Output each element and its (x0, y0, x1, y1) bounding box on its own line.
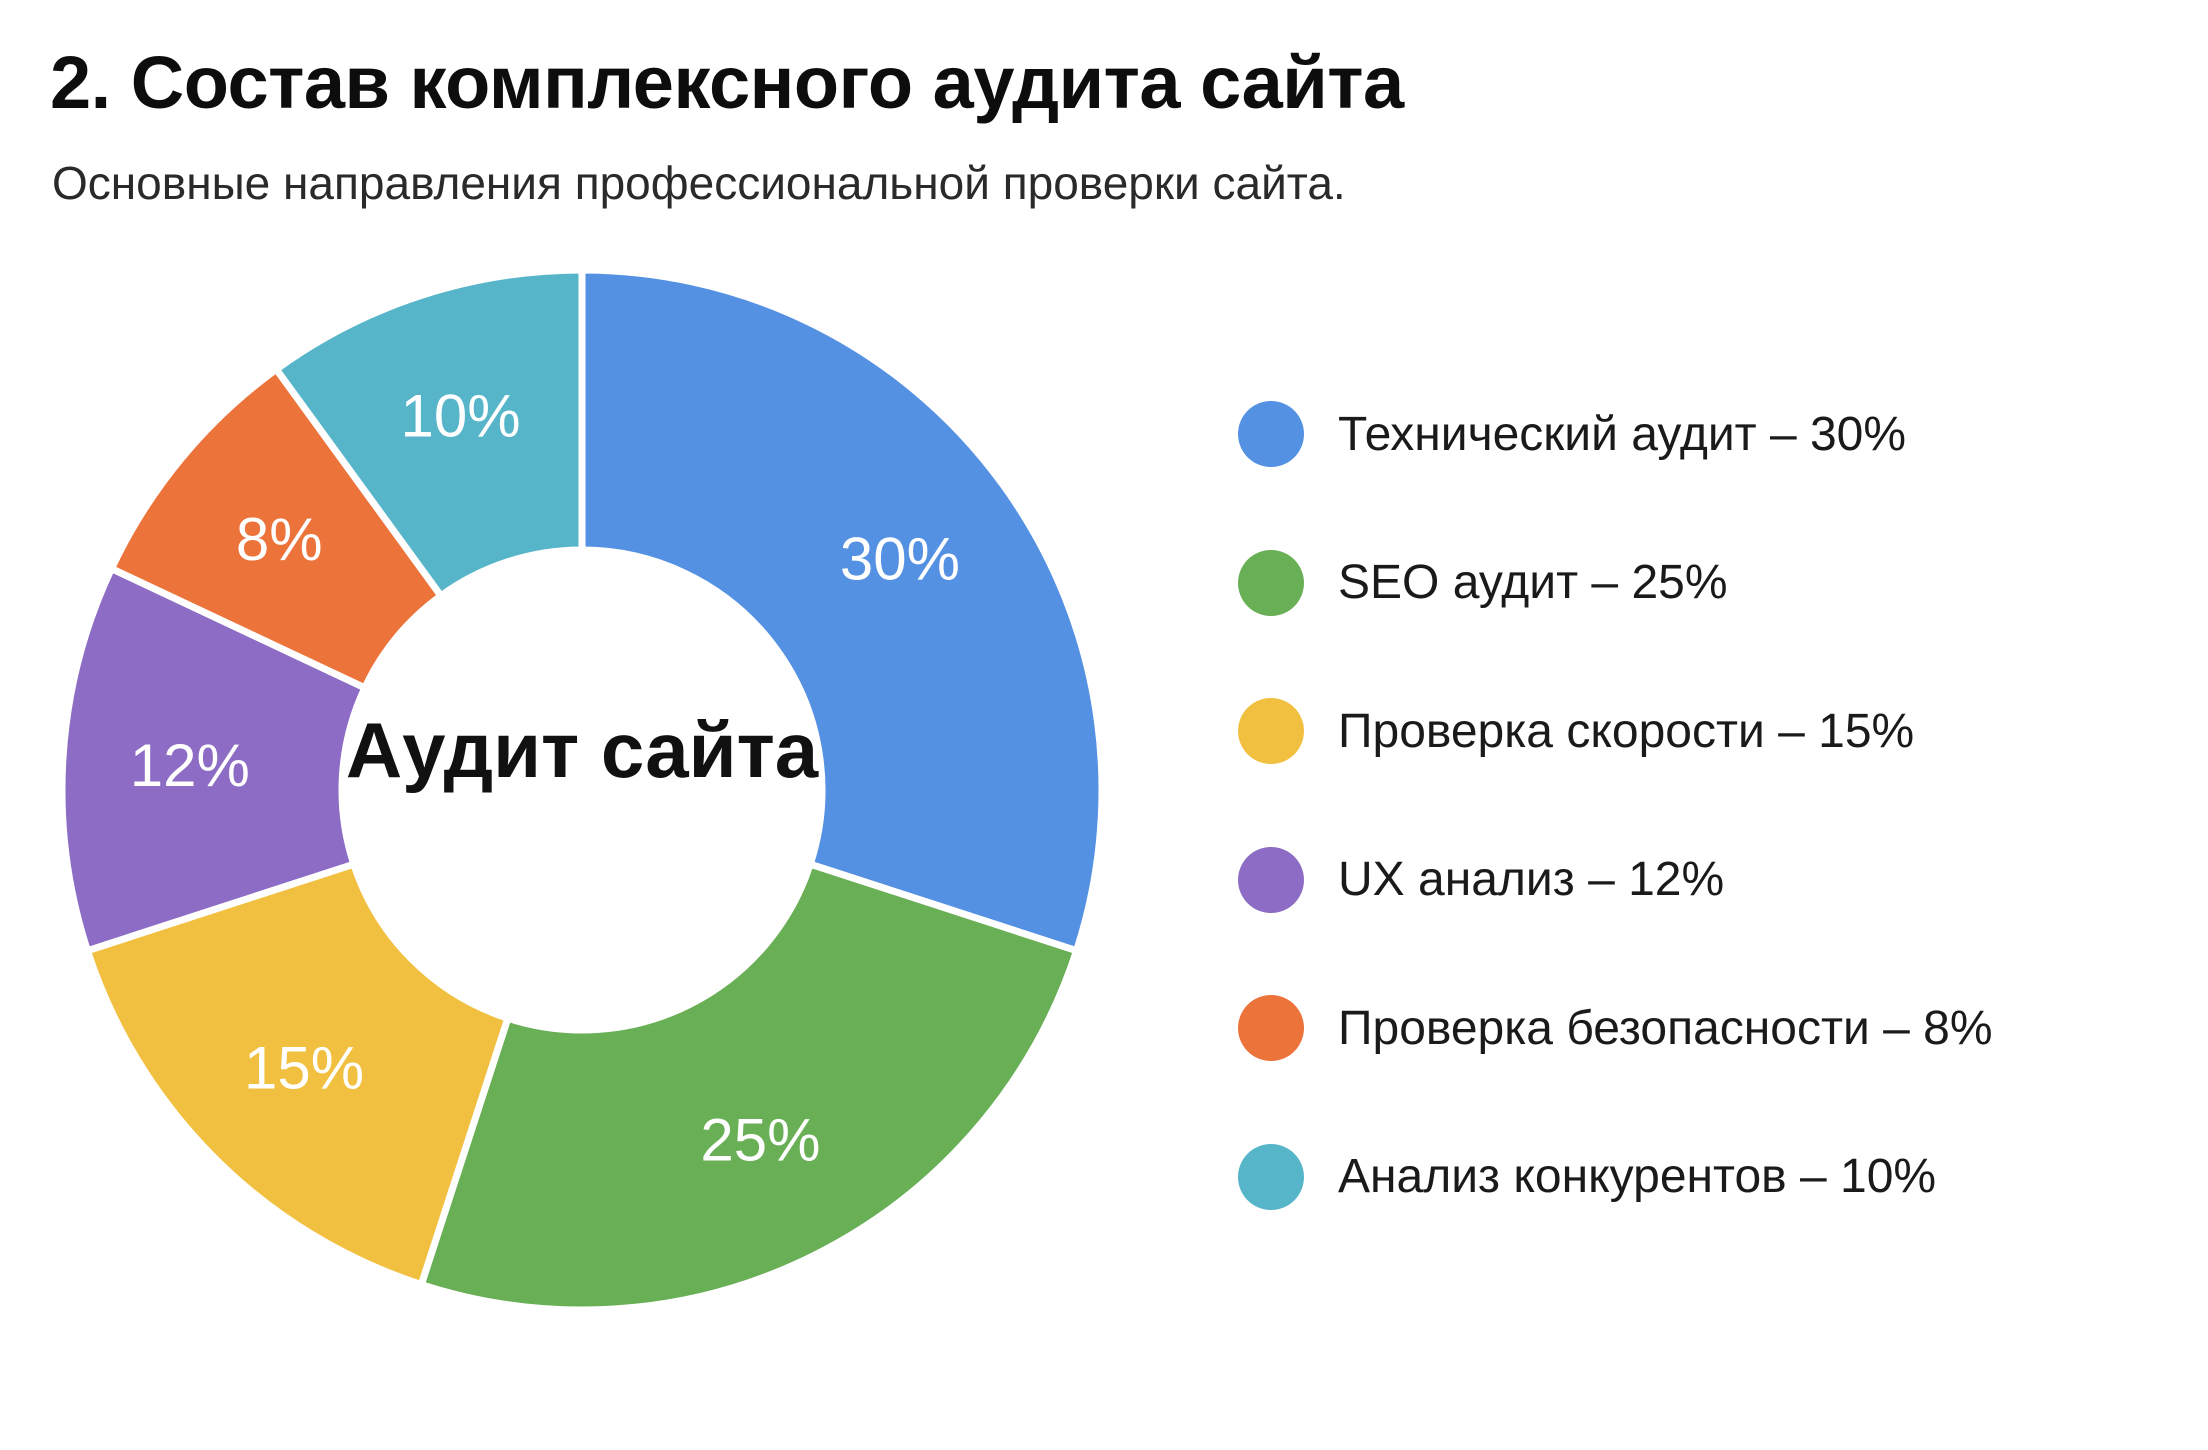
legend-label: SEO аудит – 25% (1338, 556, 1728, 610)
legend-label: Технический аудит – 30% (1338, 407, 1907, 461)
legend-swatch-icon (1238, 846, 1304, 913)
legend-item-4: UX анализ – 12% (1238, 806, 1993, 955)
legend-label: Проверка безопасности – 8% (1338, 1001, 1993, 1055)
donut-slice-2 (417, 860, 1081, 1314)
legend-item-5: Проверка безопасности – 8% (1238, 954, 1993, 1103)
slice-value-label-2: 25% (700, 1107, 820, 1174)
legend-swatch-icon (1238, 549, 1304, 616)
legend-item-1: Технический аудит – 30% (1238, 360, 1993, 509)
slice-value-label-6: 10% (401, 383, 521, 450)
slice-value-label-5: 8% (236, 506, 323, 573)
legend-swatch-icon (1238, 401, 1304, 468)
slice-value-label-1: 30% (840, 526, 960, 593)
slice-value-label-4: 12% (130, 732, 250, 799)
legend-swatch-icon (1238, 698, 1304, 765)
donut-slice-1 (578, 266, 1106, 955)
legend-swatch-icon (1238, 1143, 1304, 1210)
legend-label: UX анализ – 12% (1338, 853, 1725, 907)
legend-item-2: SEO аудит – 25% (1238, 509, 1993, 658)
chart-title: 2. Состав комплексного аудита сайта (50, 41, 1404, 124)
donut-slice-3 (83, 860, 512, 1289)
chart-subtitle: Основные направления профессиональной пр… (52, 157, 1346, 209)
donut-slice-6 (272, 266, 586, 600)
legend-label: Проверка скорости – 15% (1338, 704, 1915, 758)
donut-slice-4 (58, 565, 369, 955)
legend-swatch-icon (1238, 995, 1304, 1062)
legend-item-6: Анализ конкурентов – 10% (1238, 1103, 1993, 1252)
chart-legend: Технический аудит – 30% SEO аудит – 25% Пр… (1238, 380, 1993, 1251)
legend-label: Анализ конкурентов – 10% (1338, 1150, 1937, 1204)
legend-item-3: Проверка скорости – 15% (1238, 657, 1993, 806)
slice-value-label-3: 15% (244, 1034, 364, 1101)
donut-center-label: Аудит сайта (345, 706, 819, 794)
